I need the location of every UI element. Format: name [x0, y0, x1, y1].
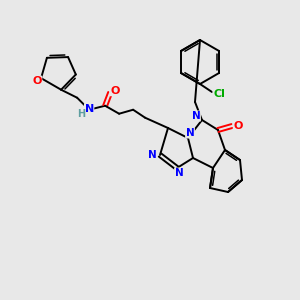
Text: Cl: Cl	[213, 89, 225, 99]
Text: O: O	[32, 76, 42, 86]
Text: N: N	[175, 168, 183, 178]
Text: O: O	[110, 86, 120, 96]
Text: N: N	[192, 111, 200, 121]
Text: N: N	[148, 150, 156, 160]
Text: O: O	[233, 121, 243, 131]
Text: N: N	[186, 128, 194, 138]
Text: H: H	[77, 109, 85, 119]
Text: N: N	[85, 104, 94, 114]
